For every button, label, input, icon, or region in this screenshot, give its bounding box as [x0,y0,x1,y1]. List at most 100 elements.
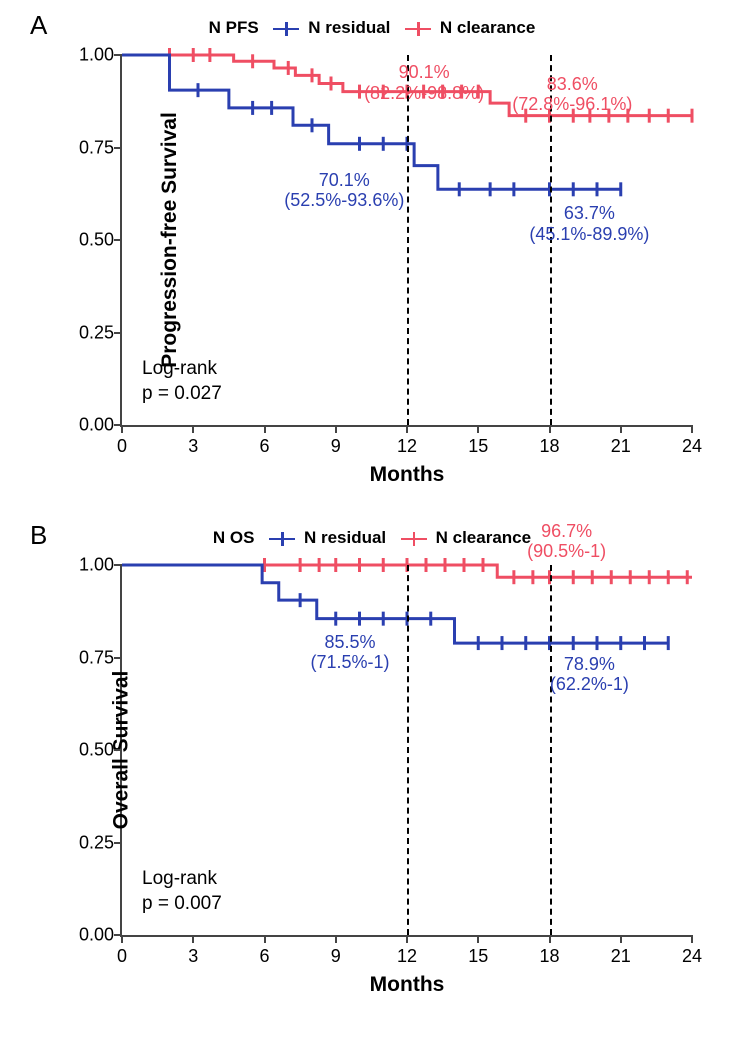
annotation-ci: (72.8%-96.1%) [512,94,632,115]
annotation-value: 90.1% [364,62,484,83]
x-tick-label: 9 [331,946,341,967]
annotation-ci: (71.5%-1) [310,652,389,673]
survival-annotation: 96.7%(90.5%-1) [527,521,606,562]
panel-a-plot: Progression-free Survival Months Log-ran… [120,55,692,427]
x-tick-label: 9 [331,436,341,457]
x-tick [477,425,479,433]
x-tick-label: 21 [611,436,631,457]
legend-mark-residual [269,532,295,546]
panel-b-logrank: Log-rank p = 0.007 [142,866,222,917]
survival-annotation: 70.1%(52.5%-93.6%) [284,170,404,211]
y-tick-label: 0.00 [64,415,114,436]
annotation-value: 96.7% [527,521,606,542]
panel-a: A N PFS N residual N clearance Progressi… [30,10,714,510]
panel-b-xaxis-title: Months [122,973,692,997]
reference-line [550,565,552,935]
legend-residual-label: N residual [304,528,386,547]
y-tick-label: 1.00 [64,45,114,66]
y-tick-label: 0.00 [64,925,114,946]
x-tick-label: 15 [468,946,488,967]
legend-prefix: N OS [213,528,255,547]
x-tick [121,935,123,943]
y-tick-label: 0.50 [64,740,114,761]
panel-b-plot: Overall Survival Months Log-rank p = 0.0… [120,565,692,937]
x-tick-label: 12 [397,946,417,967]
legend-residual-label: N residual [308,18,390,37]
y-tick [114,239,122,241]
mark-v [413,532,416,546]
annotation-ci: (62.2%-1) [550,674,629,695]
figure-page: A N PFS N residual N clearance Progressi… [0,0,744,1038]
legend-mark-clearance [405,22,431,36]
x-tick [549,425,551,433]
x-tick-label: 12 [397,436,417,457]
y-tick-label: 0.25 [64,322,114,343]
y-tick [114,657,122,659]
x-tick [620,935,622,943]
y-tick [114,749,122,751]
y-tick [114,424,122,426]
legend-prefix: N PFS [209,18,259,37]
legend-mark-clearance [401,532,427,546]
legend-mark-residual [273,22,299,36]
y-tick [114,934,122,936]
survival-annotation: 85.5%(71.5%-1) [310,632,389,673]
x-tick [192,935,194,943]
panel-a-xaxis-title: Months [122,463,692,487]
x-tick-label: 6 [259,436,269,457]
x-tick [192,425,194,433]
mark-v [281,532,284,546]
survival-annotation: 90.1%(82.2%-98.8%) [364,62,484,103]
x-tick [406,425,408,433]
x-tick [406,935,408,943]
annotation-value: 78.9% [550,654,629,675]
panel-b-legend: N OS N residual N clearance [30,528,714,548]
y-tick-label: 1.00 [64,555,114,576]
annotation-value: 83.6% [512,74,632,95]
x-tick-label: 24 [682,436,702,457]
legend-clearance-label: N clearance [436,528,531,547]
legend-clearance-label: N clearance [440,18,535,37]
annotation-ci: (52.5%-93.6%) [284,190,404,211]
x-tick [264,425,266,433]
x-tick [691,935,693,943]
x-tick-label: 21 [611,946,631,967]
y-tick [114,842,122,844]
x-tick-label: 18 [539,436,559,457]
logrank-l2: p = 0.007 [142,893,222,914]
x-tick [264,935,266,943]
y-tick-label: 0.50 [64,230,114,251]
mark-v [417,22,420,36]
y-tick-label: 0.25 [64,832,114,853]
annotation-ci: (45.1%-89.9%) [529,224,649,245]
x-tick [335,935,337,943]
reference-line [407,55,409,425]
x-tick-label: 15 [468,436,488,457]
annotation-ci: (82.2%-98.8%) [364,83,484,104]
x-tick-label: 3 [188,436,198,457]
x-tick-label: 0 [117,946,127,967]
annotation-value: 63.7% [529,203,649,224]
x-tick-label: 18 [539,946,559,967]
annotation-value: 70.1% [284,170,404,191]
y-tick [114,147,122,149]
x-tick [691,425,693,433]
x-tick [335,425,337,433]
panel-a-logrank: Log-rank p = 0.027 [142,356,222,407]
y-tick [114,564,122,566]
y-tick [114,54,122,56]
y-tick-label: 0.75 [64,647,114,668]
x-tick [620,425,622,433]
logrank-l1: Log-rank [142,358,217,379]
x-tick-label: 0 [117,436,127,457]
x-tick [477,935,479,943]
x-tick-label: 3 [188,946,198,967]
reference-line [407,565,409,935]
annotation-value: 85.5% [310,632,389,653]
survival-annotation: 63.7%(45.1%-89.9%) [529,203,649,244]
panel-a-legend: N PFS N residual N clearance [30,18,714,38]
panel-b: B N OS N residual N clearance Overall Su… [30,520,714,1020]
x-tick-label: 24 [682,946,702,967]
y-tick [114,332,122,334]
x-tick [121,425,123,433]
